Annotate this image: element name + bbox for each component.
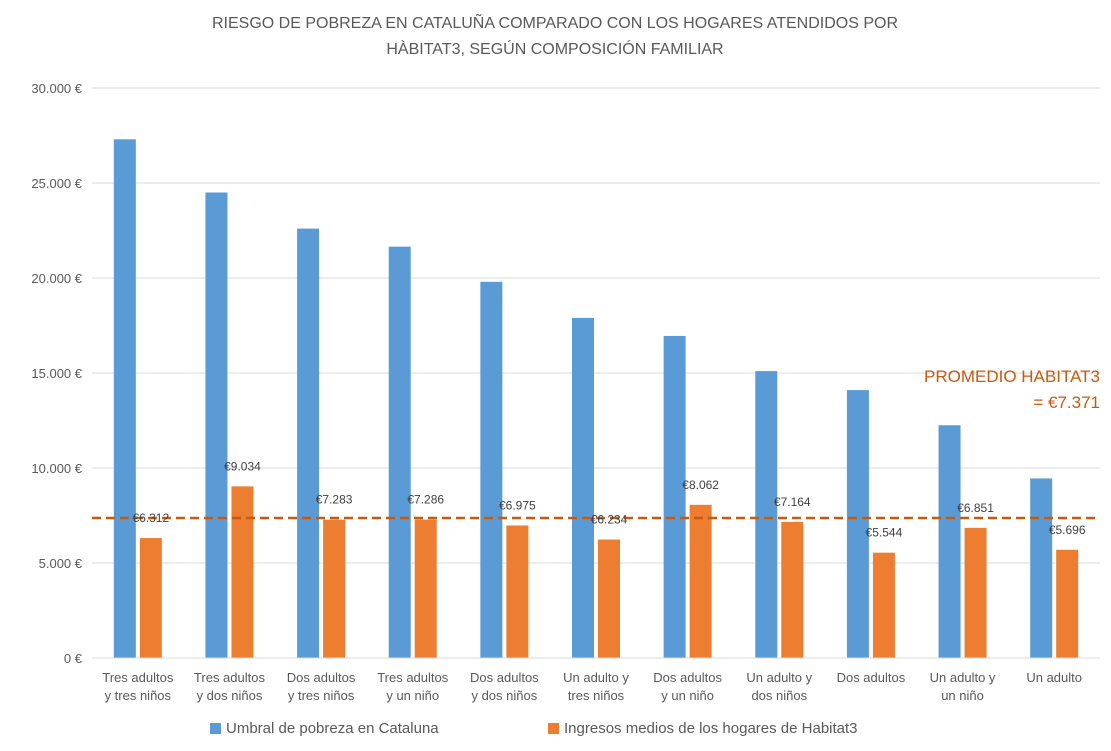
bar-series2-5: [598, 539, 620, 658]
legend-swatch-2: [548, 723, 559, 734]
x-tick-label-7-0: Un adulto y: [746, 670, 812, 685]
x-tick-label-3-1: y un niño: [386, 688, 439, 703]
x-tick-label-1-1: y dos niños: [197, 688, 263, 703]
y-tick-label-1: 5.000 €: [39, 556, 83, 571]
x-tick-label-2-1: y tres niños: [288, 688, 355, 703]
y-tick-label-6: 30.000 €: [31, 81, 82, 96]
bar-series2-0: [139, 538, 162, 658]
x-tick-label-6-0: Dos adultos: [653, 670, 722, 685]
bar-series2-3: [414, 519, 437, 658]
x-tick-label-2-0: Dos adultos: [287, 670, 356, 685]
bar-series1-3: [388, 246, 411, 658]
data-label-0: €6.312: [132, 511, 169, 525]
bar-series1-4: [480, 281, 503, 658]
x-tick-label-0-0: Tres adultos: [102, 670, 174, 685]
x-tick-label-6-1: y un niño: [661, 688, 714, 703]
bar-series1-9: [938, 425, 961, 658]
data-label-9: €6.851: [957, 501, 994, 515]
gridlines: [92, 87, 1100, 659]
bar-series2-4: [506, 525, 529, 658]
bar-series2-6: [689, 504, 712, 658]
data-label-5: €6.234: [591, 513, 628, 527]
x-tick-label-3-0: Tres adultos: [377, 670, 449, 685]
reference-label-line-2: = €7.371: [1033, 393, 1100, 412]
data-label-8: €5.544: [866, 526, 903, 540]
x-tick-label-8-0: Dos adultos: [837, 670, 906, 685]
reference-label-line-1: PROMEDIO HABITAT3: [924, 367, 1100, 386]
reference-line-group: PROMEDIO HABITAT3 = €7.371: [92, 367, 1100, 520]
bar-series1-0: [113, 139, 136, 659]
chart-title-line-1: RIESGO DE POBREZA EN CATALUÑA COMPARADO …: [212, 12, 898, 32]
x-tick-label-9-0: Un adulto y: [930, 670, 996, 685]
bar-series2-1: [231, 486, 254, 658]
bar-series1-10: [1030, 478, 1053, 658]
x-tick-label-10-0: Un adulto: [1026, 670, 1082, 685]
bar-series1-8: [846, 390, 869, 658]
legend-label-1: Umbral de pobreza en Cataluna: [226, 720, 439, 737]
x-tick-label-1-0: Tres adultos: [194, 670, 266, 685]
y-tick-label-0: 0 €: [64, 651, 83, 666]
bar-series2-9: [964, 527, 987, 658]
bar-series1-2: [297, 228, 320, 658]
bar-series1-1: [205, 192, 228, 658]
bars: [113, 139, 1079, 659]
data-label-2: €7.283: [316, 493, 353, 507]
bar-series2-10: [1056, 549, 1079, 658]
y-tick-label-5: 25.000 €: [31, 176, 82, 191]
x-tick-label-5-0: Un adulto y: [563, 670, 629, 685]
y-tick-label-4: 20.000 €: [31, 271, 82, 286]
y-tick-label-3: 15.000 €: [31, 366, 82, 381]
y-axis: 0 € 5.000 € 10.000 € 15.000 € 20.000 € 25.000…: [31, 81, 82, 666]
x-tick-label-4-1: y dos niños: [471, 688, 537, 703]
bar-series1-6: [663, 335, 686, 658]
data-label-7: €7.164: [774, 495, 811, 509]
x-tick-label-9-1: un niño: [941, 688, 984, 703]
data-labels: €6.312 €9.034 €7.283 €7.286 €6.975 €6.234 €8.0…: [132, 459, 1085, 539]
legend-swatch-1: [210, 723, 221, 734]
y-tick-label-2: 10.000 €: [31, 461, 82, 476]
data-label-10: €5.696: [1049, 523, 1086, 537]
x-axis: Tres adultos y tres niños Tres adultos y do…: [92, 657, 1100, 703]
data-label-3: €7.286: [407, 493, 444, 507]
x-tick-label-4-0: Dos adultos: [470, 670, 539, 685]
legend: Umbral de pobreza en Cataluna Ingresos me…: [210, 720, 858, 737]
data-label-4: €6.975: [499, 498, 536, 512]
legend-label-2: Ingresos medios de los hogares de Habita…: [564, 720, 858, 737]
x-tick-label-7-1: dos niños: [751, 688, 807, 703]
x-tick-label-0-1: y tres niños: [105, 688, 172, 703]
bar-series2-2: [323, 519, 346, 658]
bar-series1-5: [572, 317, 594, 658]
data-label-6: €8.062: [682, 478, 719, 492]
chart-title-line-2: HÀBITAT3, SEGÚN COMPOSICIÓN FAMILIAR: [386, 39, 723, 58]
bar-series1-7: [755, 371, 778, 658]
x-tick-label-5-1: tres niños: [568, 688, 625, 703]
bar-series2-7: [781, 521, 804, 658]
data-label-1: €9.034: [224, 459, 261, 473]
bar-series2-8: [872, 552, 895, 658]
